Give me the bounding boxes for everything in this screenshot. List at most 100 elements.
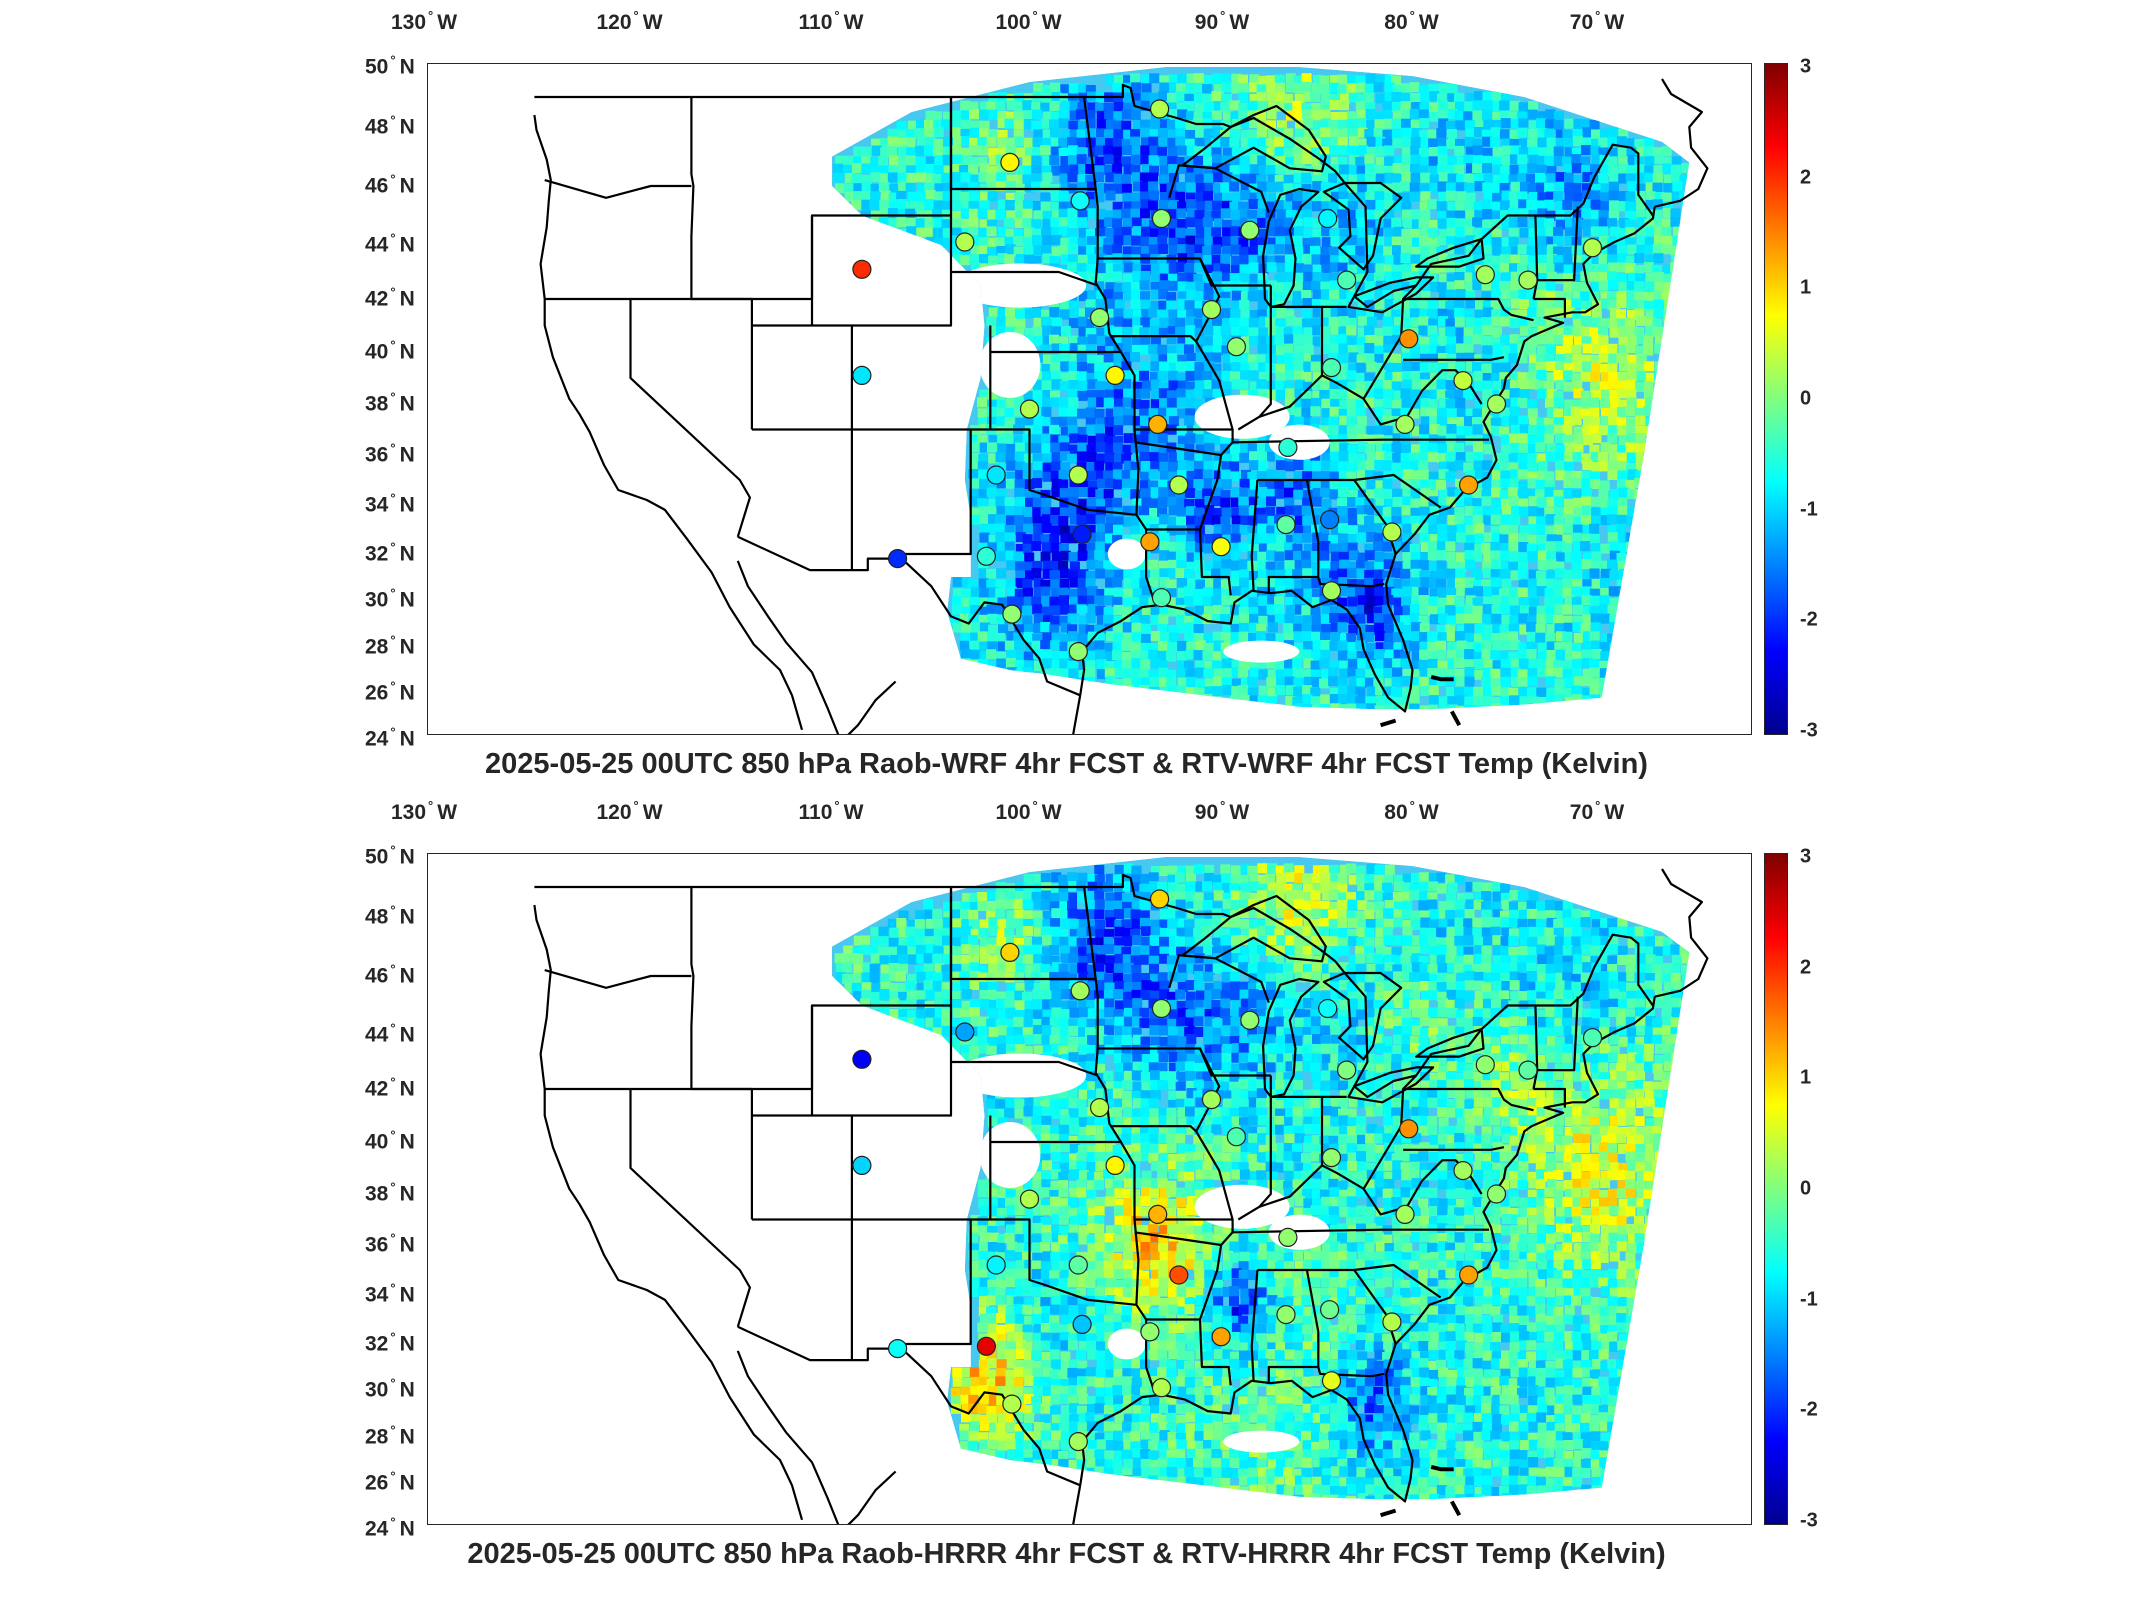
field-cell	[1537, 236, 1548, 247]
field-cell	[1005, 453, 1016, 464]
field-cell	[1320, 281, 1331, 292]
field-cell	[1043, 615, 1053, 626]
field-cell	[1032, 136, 1043, 147]
field-cell	[1284, 290, 1295, 301]
field-cell	[1537, 208, 1548, 219]
field-cell	[1222, 192, 1232, 203]
field-cell	[952, 181, 963, 192]
field-cell	[1042, 335, 1053, 346]
field-cell	[1654, 343, 1665, 354]
field-cell	[1123, 606, 1134, 617]
field-cell	[1077, 182, 1087, 193]
field-cell	[1069, 164, 1080, 175]
field-cell	[905, 155, 916, 166]
field-cell	[1310, 606, 1321, 617]
field-cell	[1212, 605, 1223, 616]
field-cell	[897, 129, 908, 140]
field-cell	[1131, 217, 1142, 228]
field-cell	[1464, 182, 1475, 193]
field-cell	[1040, 344, 1051, 355]
field-cell	[1446, 649, 1457, 660]
field-cell	[1177, 469, 1188, 480]
field-cell	[1643, 389, 1654, 400]
field-cell	[995, 532, 1006, 543]
field-cell	[1077, 102, 1088, 113]
field-cell	[1195, 201, 1206, 212]
field-cell	[1013, 406, 1024, 417]
field-cell	[1140, 361, 1151, 372]
field-cell	[968, 226, 979, 237]
field-cell	[1034, 660, 1044, 671]
field-cell	[1572, 255, 1583, 265]
field-cell	[952, 254, 963, 265]
field-cell	[1445, 471, 1456, 482]
field-cell	[1384, 74, 1395, 85]
field-cell	[1231, 83, 1242, 94]
field-cell	[1339, 363, 1350, 374]
field-cell	[1474, 642, 1484, 653]
field-cell	[870, 172, 881, 183]
field-cell	[1400, 101, 1411, 112]
field-cell	[1041, 497, 1052, 508]
field-cell	[1564, 399, 1575, 410]
field-cell	[1429, 534, 1440, 544]
field-cell	[1383, 389, 1394, 400]
field-cell	[1222, 334, 1233, 345]
field-cell	[1123, 164, 1134, 175]
field-cell	[1517, 217, 1528, 227]
field-cell	[1571, 163, 1582, 174]
field-cell	[1653, 253, 1664, 264]
field-cell	[1275, 92, 1286, 103]
field-cell	[1481, 291, 1492, 302]
field-cell	[1546, 496, 1557, 507]
field-cell	[1573, 434, 1584, 445]
field-cell	[1094, 550, 1105, 560]
field-cell	[1616, 298, 1627, 309]
field-cell	[1267, 299, 1278, 310]
field-cell	[1060, 533, 1071, 544]
field-cell	[1427, 408, 1437, 419]
field-cell	[1058, 110, 1069, 121]
field-cell	[1266, 604, 1277, 615]
field-cell	[1193, 650, 1204, 661]
field-cell	[1330, 325, 1341, 336]
field-cell	[1312, 515, 1323, 526]
field-cell	[1249, 173, 1260, 184]
field-cell	[1438, 298, 1449, 309]
field-cell	[1113, 102, 1124, 112]
field-cell	[835, 155, 846, 166]
field-cell	[1231, 379, 1242, 390]
field-cell	[1005, 307, 1015, 318]
field-cell	[1572, 354, 1583, 365]
field-cell	[1232, 524, 1242, 535]
field-cell	[987, 523, 998, 534]
field-cell	[1455, 452, 1466, 463]
field-cell	[1176, 262, 1187, 273]
field-cell	[1510, 514, 1521, 525]
field-cell	[1203, 165, 1214, 176]
field-cell	[1490, 550, 1501, 561]
field-cell	[933, 127, 944, 138]
field-cell	[968, 181, 979, 192]
field-cell	[1238, 92, 1249, 103]
field-cell	[1428, 479, 1439, 490]
field-cell	[1652, 199, 1663, 210]
field-cell	[1536, 182, 1547, 193]
field-cell	[1004, 417, 1015, 428]
field-cell	[1419, 336, 1430, 347]
field-cell	[1609, 390, 1620, 400]
field-cell	[1221, 345, 1232, 356]
field-cell	[1193, 460, 1204, 471]
field-cell	[1087, 236, 1097, 247]
field-cell	[1157, 660, 1168, 671]
field-cell	[1454, 299, 1465, 310]
field-cell	[1374, 561, 1385, 572]
field-cell	[1384, 577, 1395, 588]
field-cell	[1546, 318, 1556, 329]
field-cell	[1239, 208, 1250, 219]
field-cell	[1392, 138, 1403, 149]
field-cell	[1608, 407, 1619, 418]
field-cell	[1508, 525, 1519, 535]
field-cell	[1112, 201, 1123, 212]
field-cell	[1465, 192, 1476, 203]
